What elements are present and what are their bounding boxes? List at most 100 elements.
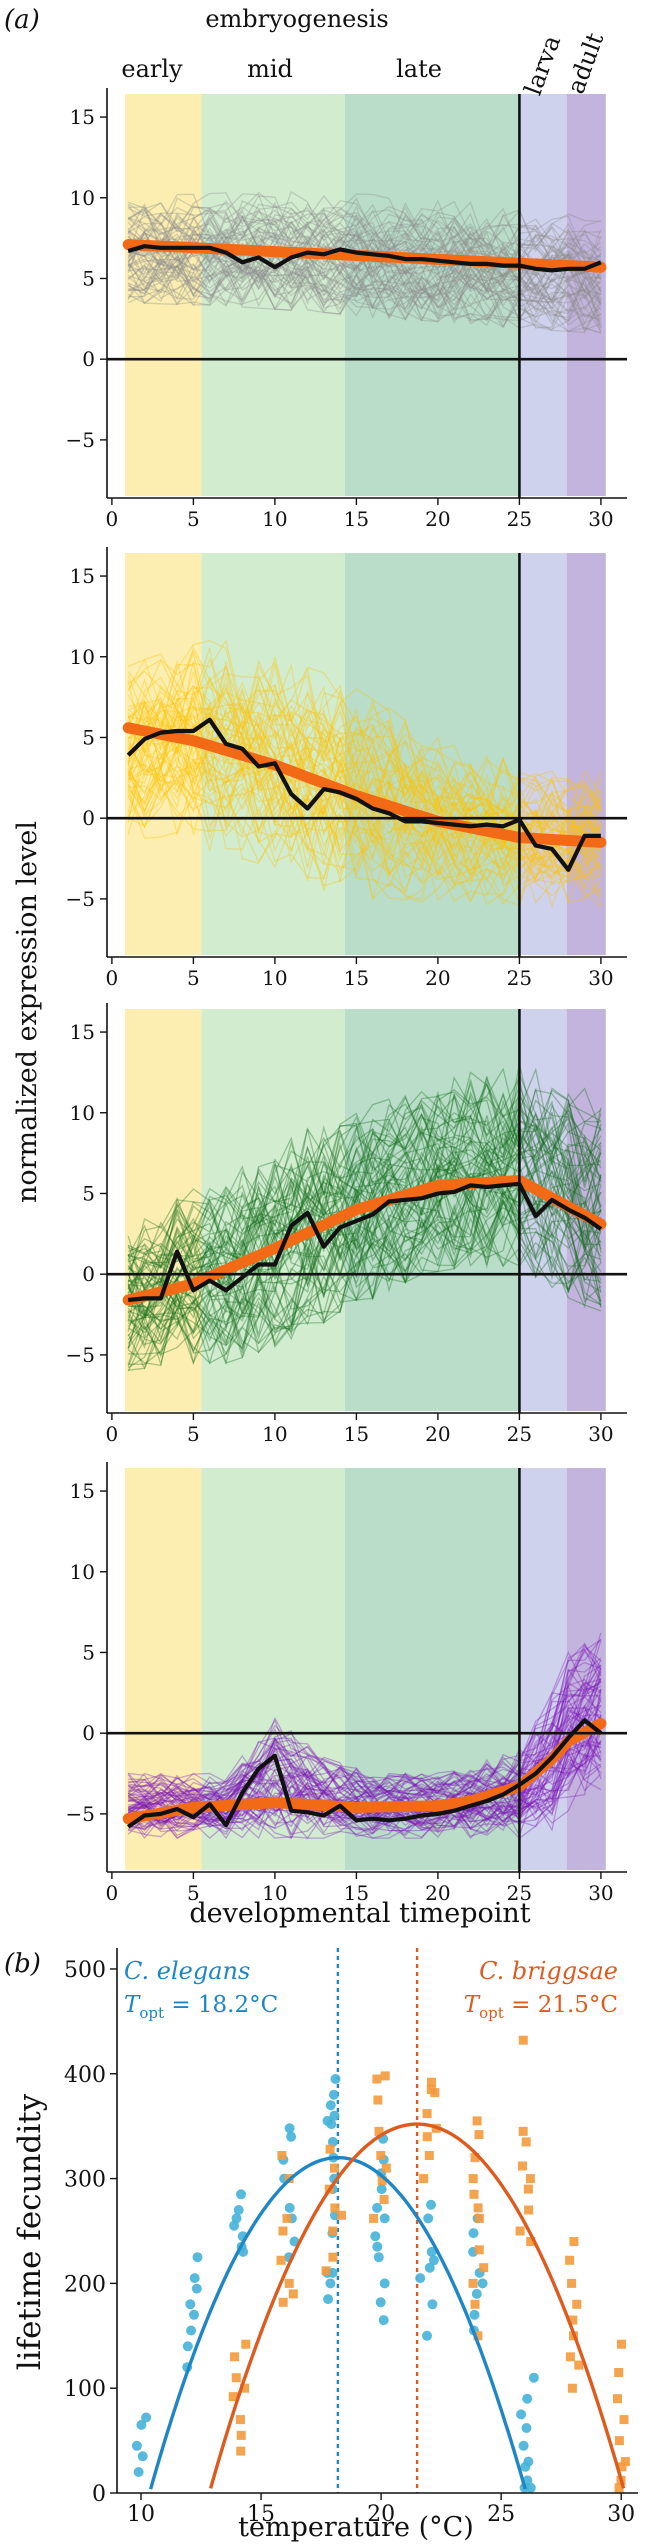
briggsae-point <box>614 2436 624 2446</box>
briggsae-point <box>525 2174 535 2184</box>
expression-trace <box>128 1129 602 1323</box>
y-tick-label: 10 <box>70 1101 95 1125</box>
y-tick-label: 15 <box>70 105 95 129</box>
elegans-point <box>373 2252 384 2263</box>
expression-trace <box>127 206 602 275</box>
phase-bg-larva <box>519 94 567 496</box>
expression-trace <box>128 1642 602 1804</box>
y-tick-label: 5 <box>82 725 95 749</box>
elegans-point <box>516 2409 527 2420</box>
x-tick-label: 0 <box>106 507 119 531</box>
elegans-point <box>522 2393 533 2404</box>
phase-bg-adult <box>566 553 606 955</box>
briggsae-point <box>277 2151 287 2160</box>
elegans-point <box>415 2273 426 2284</box>
b-y-tick-label: 300 <box>64 2168 106 2193</box>
elegans-point <box>141 2412 152 2423</box>
elegans-point <box>525 2482 536 2493</box>
expression-trace <box>128 254 602 328</box>
briggsae-point <box>614 2368 624 2377</box>
elegans-point <box>186 2325 197 2336</box>
expression-trace <box>127 1719 602 1837</box>
phase-bg-early <box>124 553 202 955</box>
x-tick-label: 5 <box>187 966 200 990</box>
expression-trace <box>127 263 602 326</box>
expression-trace <box>127 1632 602 1799</box>
b-x-tick-label: 25 <box>487 2502 515 2527</box>
x-tick-label: 5 <box>187 507 200 531</box>
phase-bg-early <box>124 94 202 496</box>
x-tick-label: 20 <box>425 966 450 990</box>
briggsae-point <box>565 2352 575 2362</box>
expression-trace <box>128 1668 602 1803</box>
fit-curve <box>148 2155 527 2490</box>
briggsae-point <box>518 2161 527 2171</box>
trend-line <box>122 1175 607 1306</box>
expression-trace <box>127 763 602 902</box>
expression-trace <box>127 1197 602 1372</box>
expression-trace <box>128 1700 602 1824</box>
expression-trace <box>128 726 602 879</box>
mean-expression-line <box>127 244 602 273</box>
briggsae-point <box>284 2278 294 2288</box>
briggsae-point <box>278 2297 288 2307</box>
x-tick-label: 10 <box>262 1422 287 1446</box>
expression-trace <box>127 1092 602 1292</box>
expression-trace <box>127 1108 602 1306</box>
briggsae-point <box>424 2151 434 2160</box>
briggsae-point <box>241 2339 251 2349</box>
expression-trace <box>127 231 602 300</box>
expression-trace <box>127 1659 602 1802</box>
expression-trace <box>127 229 602 293</box>
expression-trace <box>127 1097 602 1288</box>
expression-trace <box>127 233 602 308</box>
expression-trace <box>127 1163 602 1332</box>
elegans-point <box>426 2246 437 2257</box>
expression-trace <box>128 1678 602 1794</box>
phase-bg-late <box>344 94 520 496</box>
panel-a-y-axis-title: normalized expression level <box>12 821 43 1203</box>
briggsae-point <box>613 2394 622 2404</box>
expression-trace <box>128 1667 602 1801</box>
elegans-point <box>469 2309 480 2320</box>
expression-trace <box>127 1688 602 1809</box>
elegans-point <box>424 2262 435 2273</box>
x-tick-label: 0 <box>106 1422 119 1446</box>
x-tick-label: 15 <box>344 1881 369 1905</box>
expression-trace <box>127 1181 602 1336</box>
x-tick-label: 5 <box>187 1881 200 1905</box>
expression-trace <box>127 208 602 280</box>
briggsae-point <box>515 2226 525 2236</box>
expression-trace <box>127 258 602 333</box>
elegans-point <box>325 2100 336 2111</box>
elegans-point <box>379 2213 390 2224</box>
briggsae-point <box>572 2299 582 2309</box>
expression-trace <box>128 647 602 819</box>
expression-trace <box>128 1159 602 1330</box>
briggsae-point <box>617 2462 627 2472</box>
expression-trace <box>127 1192 602 1364</box>
elegans-point <box>136 2419 147 2430</box>
expression-trace <box>127 1645 602 1801</box>
mean-expression-line <box>126 717 601 872</box>
expression-trace <box>127 263 602 335</box>
expression-trace <box>127 1640 602 1795</box>
expression-trace <box>127 639 602 815</box>
elegans-point <box>378 2315 389 2326</box>
elegans-point <box>370 2231 381 2242</box>
elegans-point <box>233 2205 244 2215</box>
briggsae-point <box>228 2392 238 2402</box>
x-tick-label: 30 <box>588 1422 613 1446</box>
briggsae-point <box>369 2213 379 2223</box>
x-tick-label: 15 <box>344 507 369 531</box>
x-tick-label: 20 <box>425 507 450 531</box>
elegans-point <box>323 2294 334 2305</box>
briggsae-point <box>468 2278 478 2288</box>
expression-trace <box>127 1090 602 1287</box>
briggsae-point <box>472 2116 482 2126</box>
fit-curve <box>208 2122 626 2489</box>
expression-trace <box>127 264 602 323</box>
elegans-point <box>131 2440 142 2451</box>
expression-trace <box>127 254 602 319</box>
